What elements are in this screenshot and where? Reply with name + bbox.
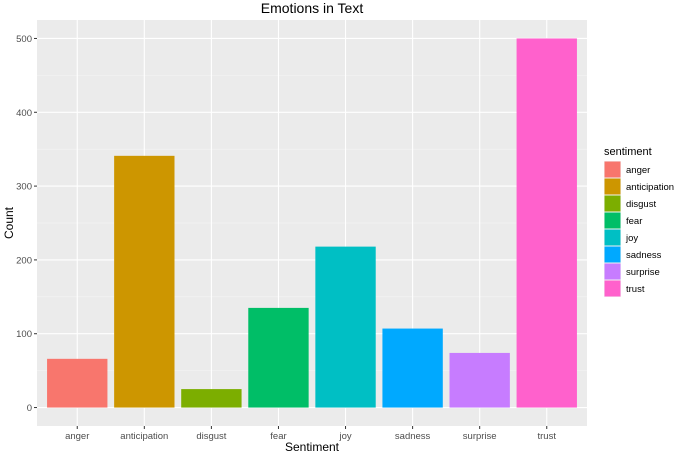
bar-fear (248, 307, 309, 408)
x-tick-label-disgust: disgust (196, 431, 226, 442)
x-tick-label-joy: joy (338, 431, 351, 442)
bar-disgust (181, 389, 242, 408)
x-axis: anger anticipation disgust fear joy sadness su… (65, 426, 556, 442)
legend-swatch-disgust (604, 195, 621, 212)
legend-title: sentiment (604, 146, 652, 158)
y-tick-label: 400 (16, 108, 32, 119)
legend-label-surprise: surprise (626, 267, 660, 278)
legend-swatch-joy (604, 229, 621, 246)
chart-title: Emotions in Text (261, 0, 364, 16)
y-tick-label: 100 (16, 329, 32, 340)
legend-label-joy: joy (625, 233, 638, 244)
x-tick-label-trust: trust (538, 431, 557, 442)
bars (47, 38, 577, 408)
legend-swatch-anger (604, 161, 621, 178)
legend-label-anger: anger (626, 165, 650, 176)
legend-label-sadness: sadness (626, 250, 662, 261)
legend-swatch-anticipation (604, 178, 621, 195)
y-axis: 0 100 200 300 400 500 (16, 34, 37, 414)
legend-label-fear: fear (626, 216, 642, 227)
legend-label-anticipation: anticipation (626, 182, 674, 193)
x-tick-label-fear: fear (270, 431, 286, 442)
x-tick-label-anger: anger (65, 431, 89, 442)
y-tick-label: 200 (16, 255, 32, 266)
y-tick-label: 0 (27, 403, 32, 414)
y-axis-title: Count (2, 206, 16, 239)
legend-swatch-surprise (604, 263, 621, 280)
bar-surprise (449, 352, 510, 408)
bar-sadness (382, 328, 443, 408)
x-tick-label-surprise: surprise (463, 431, 497, 442)
x-axis-title: Sentiment (285, 440, 340, 454)
bar-anticipation (114, 155, 175, 408)
legend: sentiment anger anticipation disgust fear jo… (604, 146, 674, 297)
bar-anger (47, 358, 108, 408)
legend-label-trust: trust (626, 284, 645, 295)
x-tick-label-anticipation: anticipation (120, 431, 168, 442)
bar-trust (516, 38, 577, 408)
legend-swatch-trust (604, 280, 621, 297)
legend-swatch-fear (604, 212, 621, 229)
y-tick-label: 500 (16, 34, 32, 45)
legend-label-disgust: disgust (626, 199, 656, 210)
bar-joy (315, 246, 376, 408)
legend-swatch-sadness (604, 246, 621, 263)
x-tick-label-sadness: sadness (395, 431, 431, 442)
y-tick-label: 300 (16, 182, 32, 193)
